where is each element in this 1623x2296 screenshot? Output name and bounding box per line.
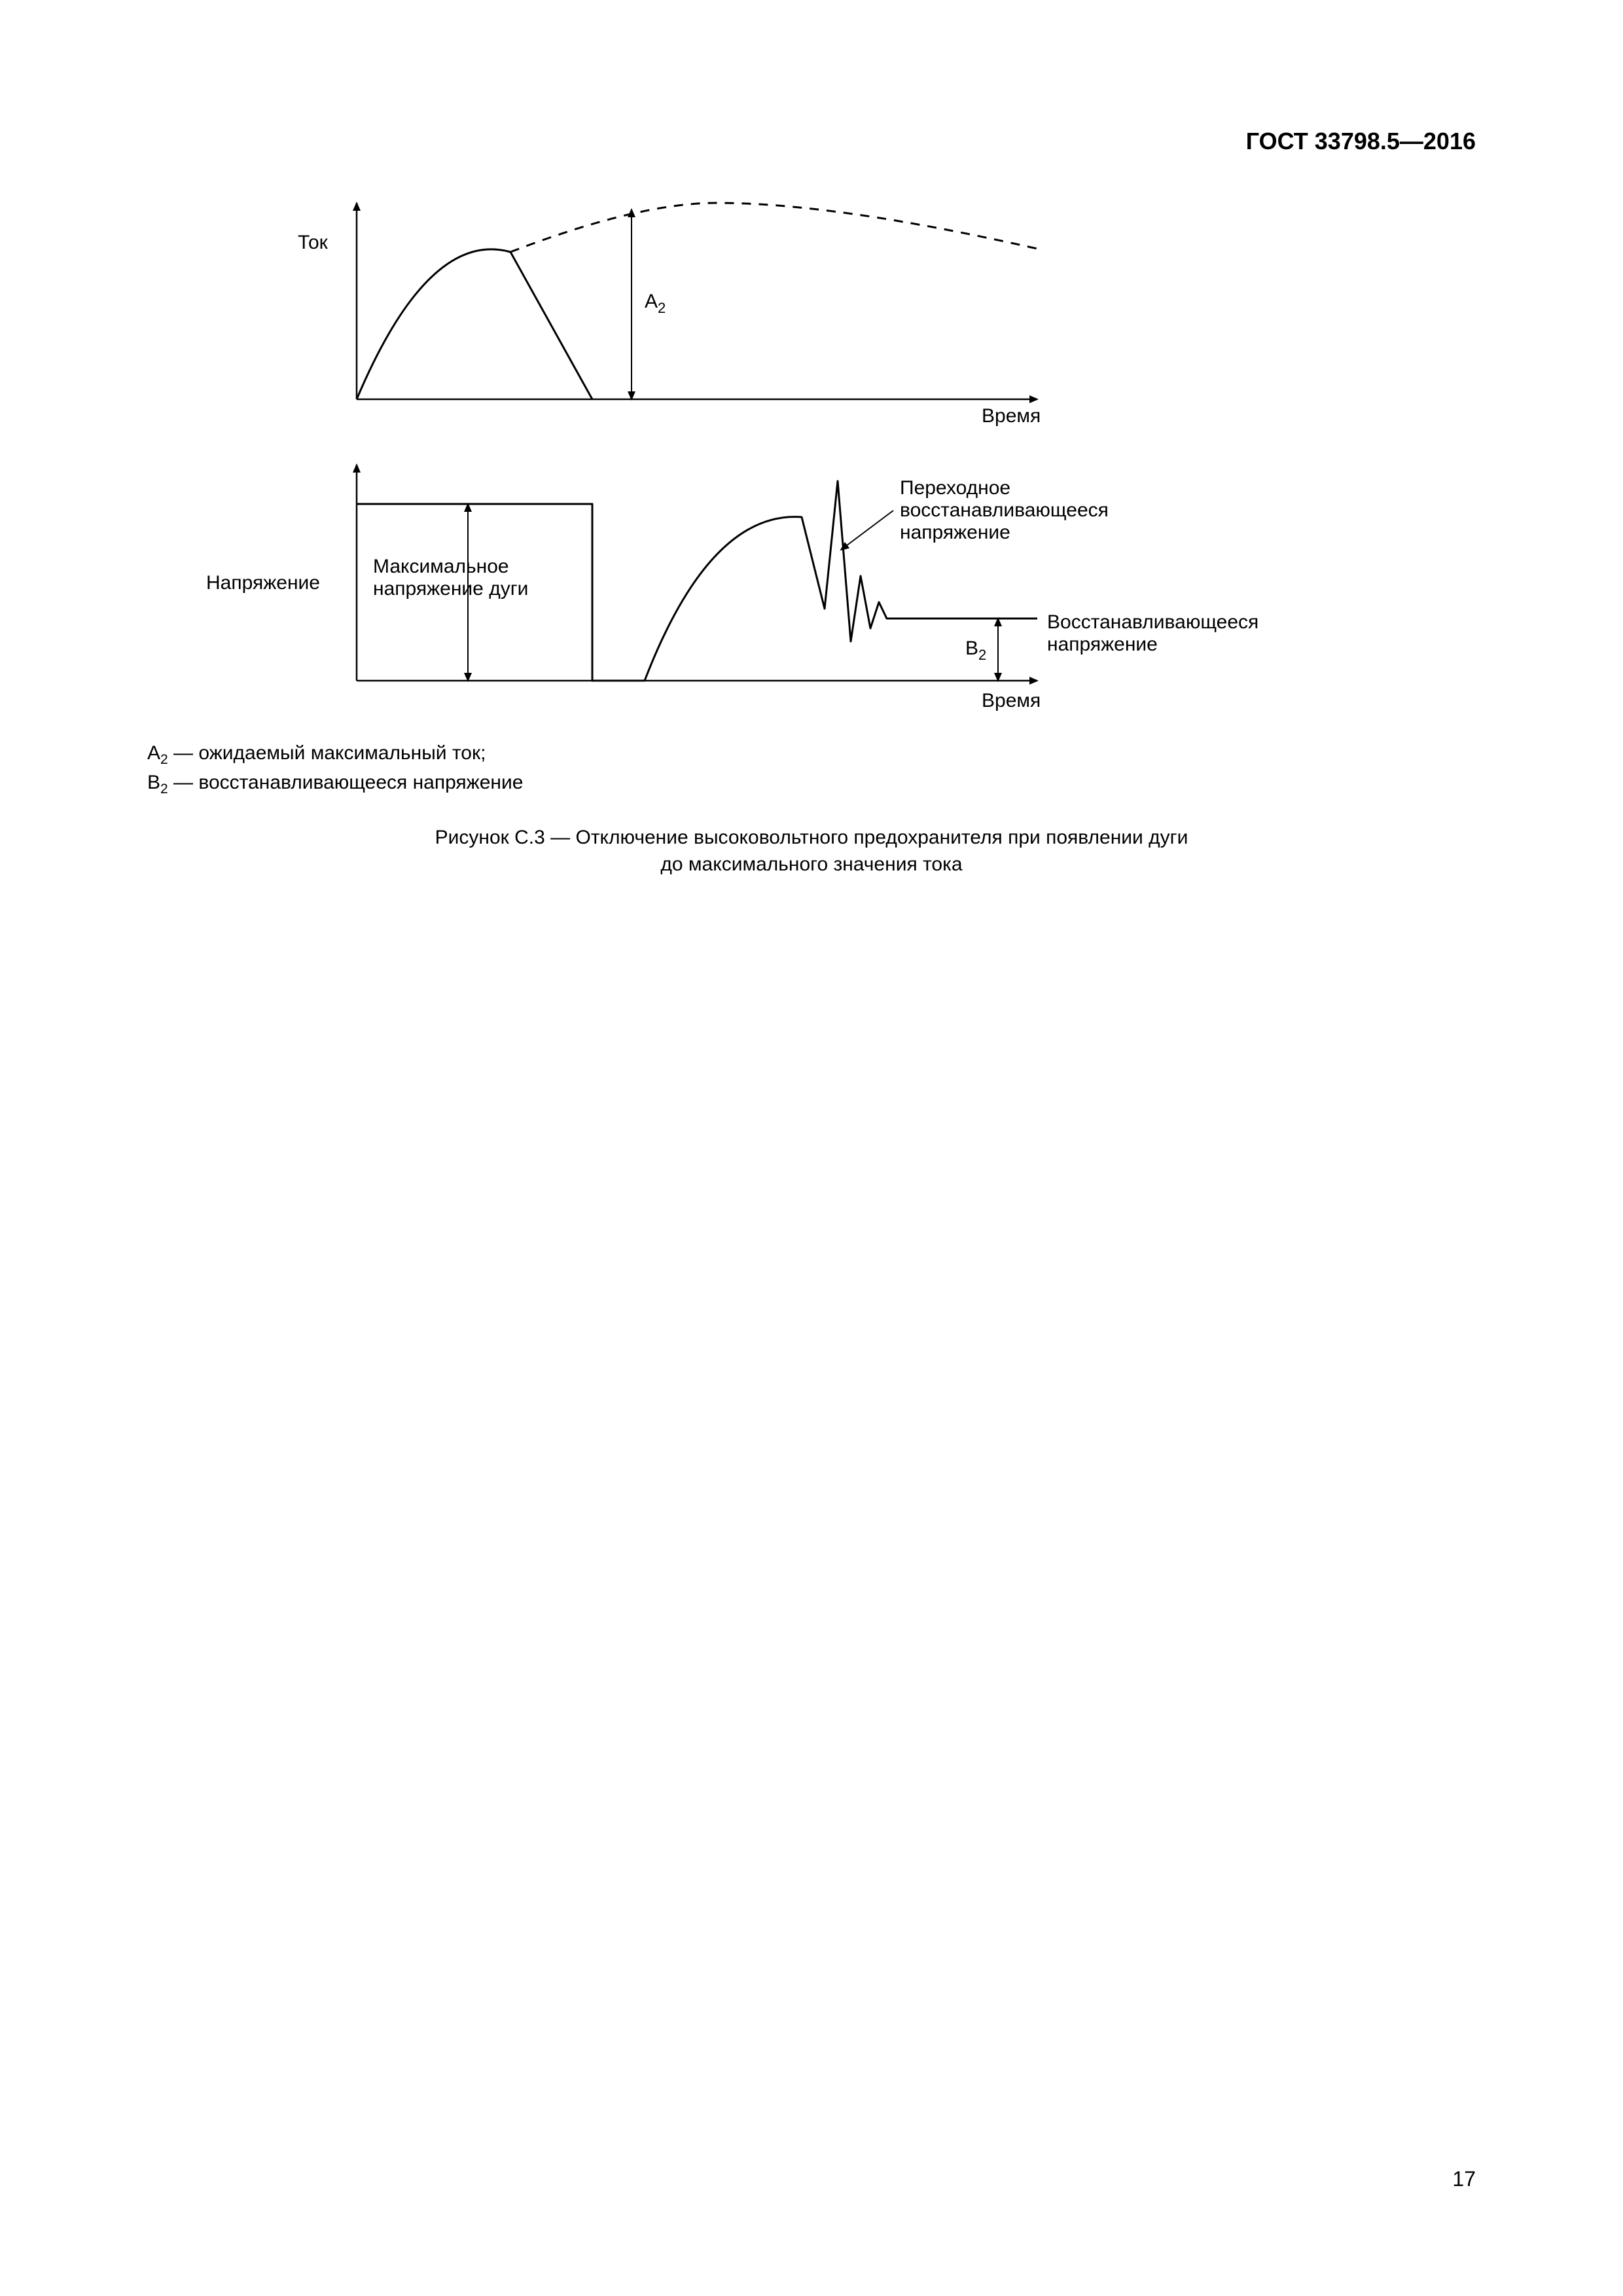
svg-text:Переходное: Переходное	[900, 477, 1010, 499]
page-number: 17	[1452, 2167, 1476, 2191]
svg-text:Максимальное: Максимальное	[373, 556, 509, 577]
legend-line-a: A2 — ожидаемый максимальный ток;	[147, 740, 523, 769]
chart-current: Ток Время A2	[298, 203, 1041, 427]
chart-voltage: Напряжение Время Максимальноенапряжение ду…	[206, 465, 1258, 711]
svg-text:напряжение: напряжение	[900, 522, 1010, 543]
figure-svg: ТокВремяA2 НапряжениеВремяМаксимальноена…	[147, 183, 1260, 720]
caption-line2: до максимального значения тока	[660, 853, 962, 875]
svg-text:A2: A2	[645, 291, 666, 316]
legend-a-text: — ожидаемый максимальный ток;	[168, 742, 486, 764]
svg-text:восстанавливающееся: восстанавливающееся	[900, 499, 1109, 521]
svg-text:Восстанавливающееся: Восстанавливающееся	[1047, 611, 1258, 633]
caption-prefix: Рисунок С.3 —	[435, 827, 576, 848]
svg-text:Ток: Ток	[298, 232, 329, 253]
legend-b-symbol: B	[147, 772, 160, 793]
svg-text:Напряжение: Напряжение	[206, 572, 320, 594]
legend-line-b: B2 — восстанавливающееся напряжение	[147, 769, 523, 798]
legend-a-sub: 2	[160, 752, 168, 767]
figure-caption: Рисунок С.3 — Отключение высоковольтного…	[147, 825, 1476, 878]
figure-legend: A2 — ожидаемый максимальный ток; B2 — во…	[147, 740, 523, 799]
svg-text:Время: Время	[982, 405, 1041, 427]
legend-b-text: — восстанавливающееся напряжение	[168, 772, 524, 793]
page: ГОСТ 33798.5—2016 ТокВремяA2 НапряжениеВ…	[0, 0, 1623, 2296]
standard-code-header: ГОСТ 33798.5—2016	[1246, 128, 1476, 155]
figure-c3: ТокВремяA2 НапряжениеВремяМаксимальноена…	[147, 183, 1476, 723]
legend-a-symbol: A	[147, 742, 160, 764]
svg-text:напряжение: напряжение	[1047, 634, 1158, 655]
caption-line1: Отключение высоковольтного предохранител…	[575, 827, 1188, 848]
svg-text:B2: B2	[965, 637, 986, 663]
svg-text:Время: Время	[982, 690, 1041, 711]
svg-text:напряжение дуги: напряжение дуги	[373, 578, 528, 600]
legend-b-sub: 2	[160, 781, 168, 797]
